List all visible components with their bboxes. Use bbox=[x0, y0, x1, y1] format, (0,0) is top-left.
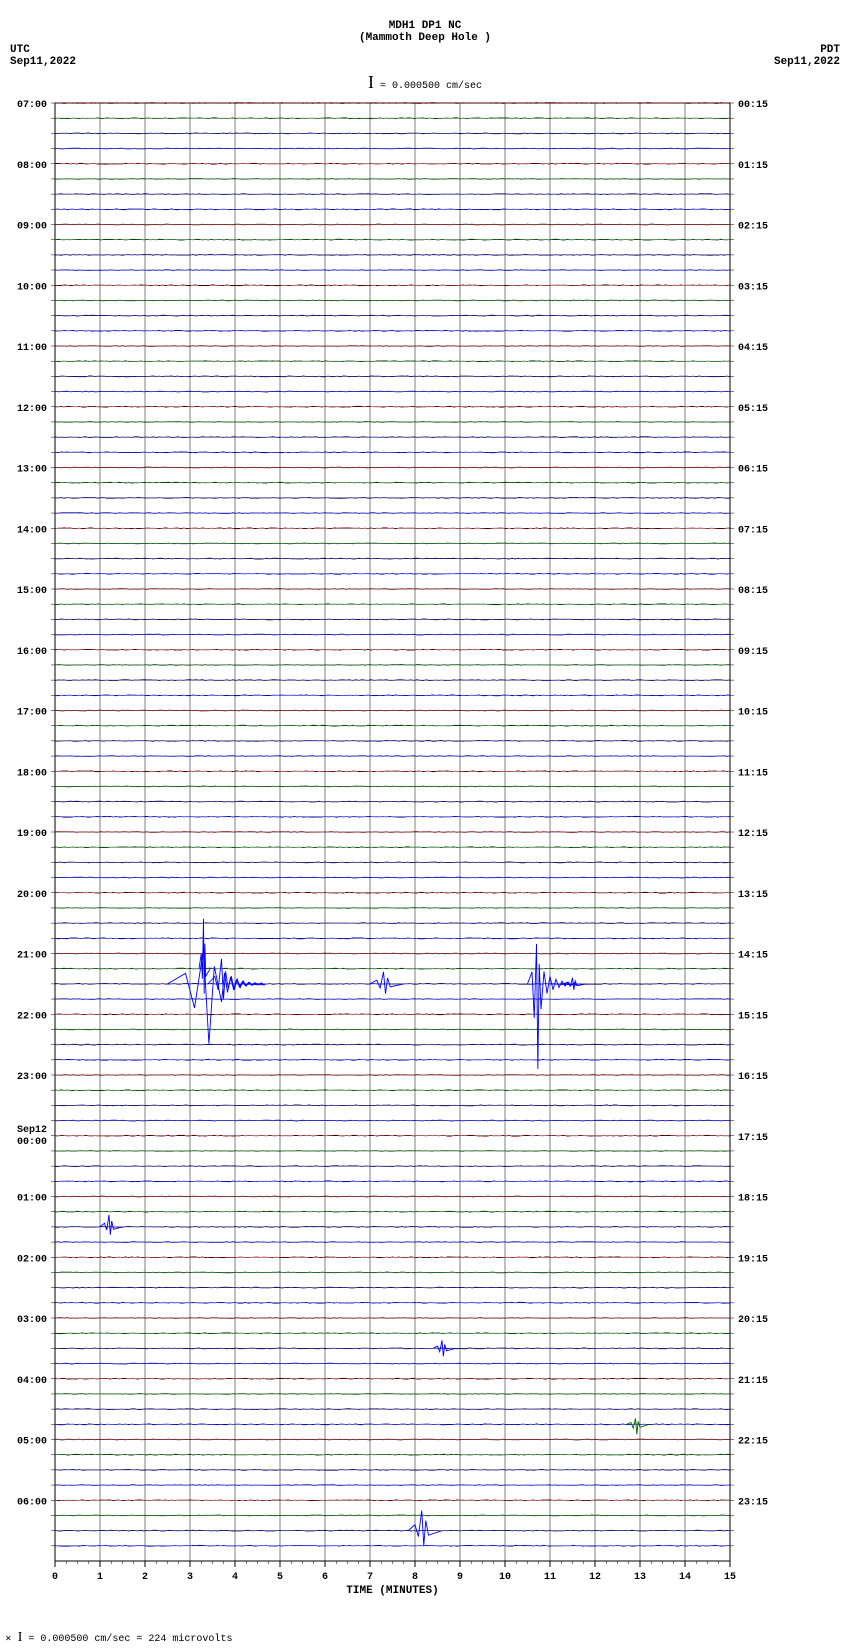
svg-text:19:15: 19:15 bbox=[738, 1254, 768, 1265]
svg-text:19:00: 19:00 bbox=[17, 829, 47, 840]
svg-text:00:15: 00:15 bbox=[738, 100, 768, 111]
svg-text:13: 13 bbox=[634, 1572, 646, 1583]
svg-text:13:15: 13:15 bbox=[738, 890, 768, 901]
svg-text:10:15: 10:15 bbox=[738, 708, 768, 719]
svg-text:17:00: 17:00 bbox=[17, 708, 47, 719]
svg-text:01:15: 01:15 bbox=[738, 161, 768, 172]
svg-text:08:00: 08:00 bbox=[17, 161, 47, 172]
svg-text:06:15: 06:15 bbox=[738, 465, 768, 476]
svg-text:6: 6 bbox=[322, 1572, 328, 1583]
footer-scale: ✕ I = 0.000500 cm/sec = 224 microvolts bbox=[0, 1630, 850, 1646]
svg-text:9: 9 bbox=[457, 1572, 463, 1583]
scale-indicator: I = 0.000500 cm/sec bbox=[0, 72, 850, 93]
svg-text:02:15: 02:15 bbox=[738, 222, 768, 233]
svg-text:14:15: 14:15 bbox=[738, 951, 768, 962]
svg-text:2: 2 bbox=[142, 1572, 148, 1583]
svg-text:Sep12: Sep12 bbox=[17, 1125, 47, 1136]
svg-text:4: 4 bbox=[232, 1572, 238, 1583]
svg-text:23:00: 23:00 bbox=[17, 1072, 47, 1083]
station-code: MDH1 DP1 NC bbox=[0, 20, 850, 32]
svg-text:07:00: 07:00 bbox=[17, 100, 47, 111]
svg-text:15: 15 bbox=[724, 1572, 736, 1583]
svg-text:22:00: 22:00 bbox=[17, 1011, 47, 1022]
svg-text:15:15: 15:15 bbox=[738, 1011, 768, 1022]
svg-text:3: 3 bbox=[187, 1572, 193, 1583]
svg-text:TIME (MINUTES): TIME (MINUTES) bbox=[346, 1585, 438, 1597]
left-timezone: UTC bbox=[10, 44, 30, 56]
svg-text:08:15: 08:15 bbox=[738, 586, 768, 597]
svg-text:05:00: 05:00 bbox=[17, 1437, 47, 1448]
svg-text:14:00: 14:00 bbox=[17, 525, 47, 536]
svg-text:13:00: 13:00 bbox=[17, 465, 47, 476]
svg-text:20:00: 20:00 bbox=[17, 890, 47, 901]
svg-text:10: 10 bbox=[499, 1572, 511, 1583]
svg-text:18:00: 18:00 bbox=[17, 768, 47, 779]
svg-text:04:15: 04:15 bbox=[738, 343, 768, 354]
svg-text:03:15: 03:15 bbox=[738, 282, 768, 293]
svg-text:02:00: 02:00 bbox=[17, 1254, 47, 1265]
svg-text:15:00: 15:00 bbox=[17, 586, 47, 597]
left-date: Sep11,2022 bbox=[10, 56, 76, 68]
svg-text:04:00: 04:00 bbox=[17, 1376, 47, 1387]
svg-text:14: 14 bbox=[679, 1572, 691, 1583]
svg-text:21:00: 21:00 bbox=[17, 951, 47, 962]
svg-text:12: 12 bbox=[589, 1572, 601, 1583]
svg-text:10:00: 10:00 bbox=[17, 282, 47, 293]
svg-text:0: 0 bbox=[52, 1572, 58, 1583]
svg-text:16:15: 16:15 bbox=[738, 1072, 768, 1083]
svg-text:16:00: 16:00 bbox=[17, 647, 47, 658]
svg-text:23:15: 23:15 bbox=[738, 1497, 768, 1508]
station-name: (Mammoth Deep Hole ) bbox=[0, 32, 850, 44]
svg-text:09:00: 09:00 bbox=[17, 222, 47, 233]
svg-text:09:15: 09:15 bbox=[738, 647, 768, 658]
svg-text:06:00: 06:00 bbox=[17, 1497, 47, 1508]
svg-text:8: 8 bbox=[412, 1572, 418, 1583]
svg-text:00:00: 00:00 bbox=[17, 1137, 47, 1148]
svg-text:1: 1 bbox=[97, 1572, 103, 1583]
svg-text:11:15: 11:15 bbox=[738, 768, 768, 779]
svg-text:05:15: 05:15 bbox=[738, 404, 768, 415]
svg-text:17:15: 17:15 bbox=[738, 1133, 768, 1144]
svg-text:18:15: 18:15 bbox=[738, 1194, 768, 1205]
svg-text:12:15: 12:15 bbox=[738, 829, 768, 840]
svg-text:01:00: 01:00 bbox=[17, 1194, 47, 1205]
seismogram-plot: 07:00 08:00 09:00 10:00 11:00 12:00 13:00 14:00… bbox=[0, 98, 850, 1610]
right-date: Sep11,2022 bbox=[774, 56, 840, 68]
svg-text:11:00: 11:00 bbox=[17, 343, 47, 354]
svg-text:11: 11 bbox=[544, 1572, 556, 1583]
svg-text:21:15: 21:15 bbox=[738, 1376, 768, 1387]
svg-text:03:00: 03:00 bbox=[17, 1315, 47, 1326]
svg-text:20:15: 20:15 bbox=[738, 1315, 768, 1326]
svg-text:5: 5 bbox=[277, 1572, 283, 1583]
svg-text:12:00: 12:00 bbox=[17, 404, 47, 415]
svg-text:22:15: 22:15 bbox=[738, 1437, 768, 1448]
right-timezone: PDT bbox=[820, 44, 840, 56]
svg-text:07:15: 07:15 bbox=[738, 525, 768, 536]
svg-text:7: 7 bbox=[367, 1572, 373, 1583]
